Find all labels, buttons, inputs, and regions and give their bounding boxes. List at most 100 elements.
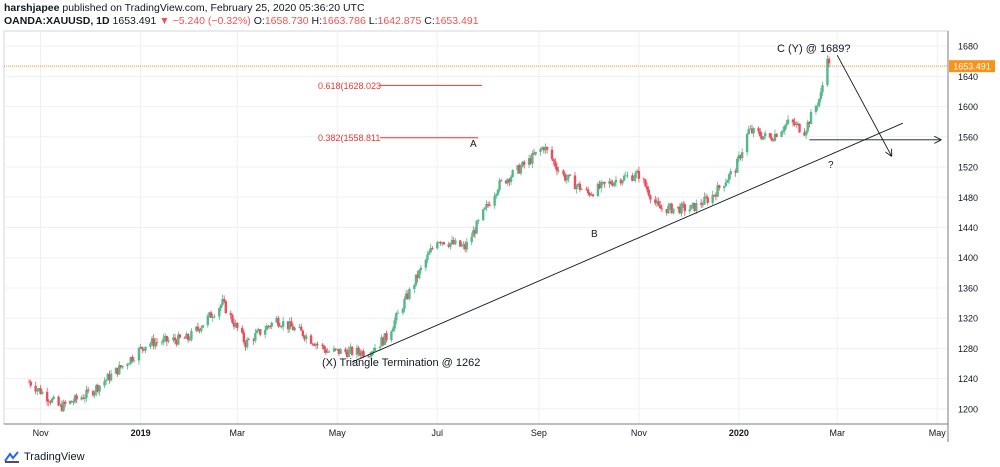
candle-body (254, 333, 257, 341)
candle-body (73, 395, 77, 402)
candle-body (426, 254, 429, 260)
candle-body (224, 301, 228, 314)
candle-body (57, 396, 60, 406)
candles (27, 55, 831, 413)
candle-body (498, 180, 501, 190)
candle-body (475, 221, 478, 234)
candle-body (677, 206, 680, 209)
candle-body (649, 195, 652, 200)
candle-body (127, 363, 131, 365)
candle-body (126, 364, 129, 366)
candle-body (527, 158, 531, 165)
candle-body (311, 343, 314, 345)
candle-body (577, 183, 580, 186)
candle-body (63, 401, 67, 404)
candle-body (41, 391, 44, 394)
candle-body (219, 304, 223, 309)
candle-body (137, 348, 141, 361)
candle-body (304, 335, 308, 340)
candle-body (118, 365, 121, 375)
candle-body (34, 385, 37, 392)
candle-body (85, 389, 88, 398)
candle-body (50, 398, 54, 403)
candle-body (600, 181, 603, 189)
candle-body (575, 185, 578, 190)
candle-body (144, 346, 147, 351)
candle-body (368, 356, 372, 357)
trendline (351, 122, 904, 363)
candle-body (45, 391, 49, 402)
candle-body (821, 85, 824, 93)
x-tick-label: Nov (631, 428, 648, 438)
candle-body (177, 334, 180, 345)
x-tick-label: May (329, 428, 347, 438)
fib-level-label: 0.618(1628.023 (318, 81, 381, 91)
candle-body (391, 328, 395, 332)
candle-body (608, 181, 611, 184)
candle-body (439, 242, 442, 244)
candle-body (624, 175, 627, 177)
candle-body (231, 315, 234, 323)
candle-body (86, 389, 90, 392)
symbol-label[interactable]: OANDA:XAUUSD, 1D (4, 15, 110, 27)
candle-body (52, 396, 55, 399)
candle-body (265, 325, 269, 330)
candle-body (373, 347, 377, 351)
candle-body (367, 356, 370, 358)
candle-body (267, 325, 270, 327)
candle-body (131, 356, 134, 361)
candle-body (786, 119, 790, 124)
candle-body (770, 137, 773, 141)
candle-body (257, 329, 260, 331)
candle-body (588, 193, 591, 196)
candle-body (322, 345, 326, 350)
publisher-name[interactable]: harshjapee (4, 2, 60, 14)
y-tick-label: 1320 (958, 314, 978, 324)
candle-body (634, 172, 637, 179)
candle-body (313, 344, 316, 346)
candle-body (670, 203, 673, 214)
candle-body (703, 196, 706, 205)
candle-body (291, 326, 295, 331)
candle-body (232, 322, 236, 327)
tradingview-brand[interactable]: TradingView (24, 451, 85, 463)
publish-line: harshjapee published on TradingView.com,… (4, 2, 479, 15)
candle-body (106, 373, 109, 380)
candle-body (259, 329, 262, 335)
candle-body (418, 270, 421, 279)
candle-body (609, 181, 613, 184)
candle-body (506, 179, 509, 184)
candle-body (332, 348, 336, 352)
candle-body (442, 242, 446, 245)
candle-body (75, 395, 78, 400)
candle-body (622, 175, 626, 181)
y-tick-label: 1400 (958, 253, 978, 263)
candle-body (327, 351, 331, 353)
candle-body (803, 132, 806, 136)
candle-body (481, 209, 485, 221)
candle-body (590, 194, 593, 196)
candle-body (772, 140, 775, 142)
candle-body (740, 152, 744, 159)
candle-body (729, 171, 732, 175)
candle-body (699, 202, 703, 205)
candle-body (150, 338, 154, 344)
y-tick-label: 1480 (958, 193, 978, 203)
y-tick-label: 1600 (958, 102, 978, 112)
y-tick-label: 1240 (958, 374, 978, 384)
candle-body (585, 188, 588, 190)
candle-body (163, 335, 167, 339)
candle-body (380, 337, 383, 347)
candle-body (450, 240, 454, 243)
candle-body (234, 322, 237, 327)
candle-body (565, 178, 568, 181)
candle-body (383, 333, 387, 345)
candle-body (745, 134, 749, 153)
candle-body (596, 183, 600, 197)
candle-body (488, 204, 491, 206)
candle-body (791, 119, 795, 123)
candle-body (390, 331, 393, 340)
candle-body (154, 342, 157, 347)
candle-body (206, 315, 209, 326)
